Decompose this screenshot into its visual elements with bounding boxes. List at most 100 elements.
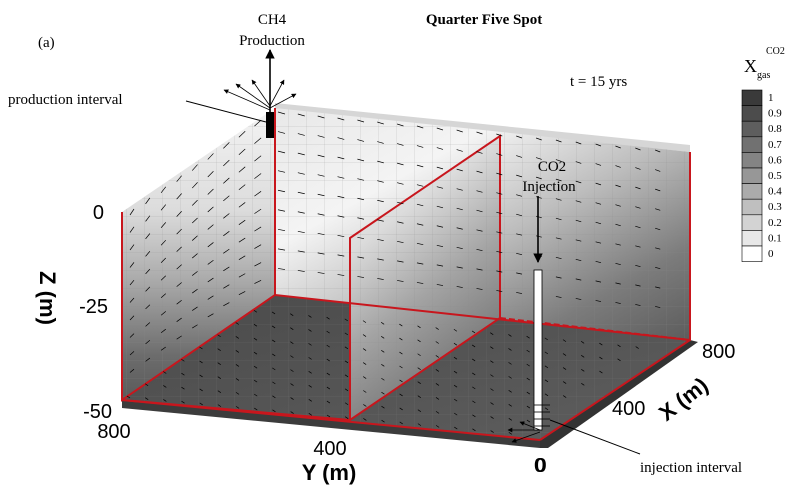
velocity-arrow [496,133,503,137]
velocity-arrow [145,233,151,240]
velocity-arrow [635,346,639,349]
velocity-arrow [129,297,135,303]
velocity-arrow [272,367,276,371]
velocity-arrow [575,239,582,242]
velocity-arrow [635,264,641,268]
velocity-arrow [254,262,262,267]
velocity-arrow [476,268,483,271]
velocity-arrow [160,293,167,299]
velocity-arrow [496,250,503,254]
velocity-arrow [297,172,305,175]
velocity-arrow [192,271,198,276]
velocity-arrow [271,339,276,343]
velocity-arrow [381,336,385,339]
velocity-arrow [635,245,641,248]
velocity-arrow [277,248,286,251]
velocity-arrow [192,324,198,329]
velocity-arrow [357,276,365,278]
legend-tick-label: 0.4 [768,186,782,198]
velocity-arrow [580,341,585,344]
velocity-arrow [399,407,403,411]
injection-interval-label: injection interval [640,460,742,476]
velocity-arrow [207,188,214,195]
injection-interval-ticks [534,404,550,427]
velocity-arrow [377,219,384,222]
velocity-arrow [377,238,384,242]
velocity-arrow [254,393,258,397]
velocity-arrow [595,143,602,147]
velocity-arrow [277,150,286,154]
velocity-arrow [235,392,240,395]
velocity-arrow [253,337,258,341]
velocity-arrow [217,376,221,379]
legend-swatch [741,198,763,216]
velocity-arrow [508,348,512,351]
velocity-arrow [476,190,483,193]
velocity-arrow [436,284,444,286]
velocity-arrow [238,237,246,243]
velocity-arrow [176,317,182,322]
velocity-arrow [490,346,494,349]
velocity-arrow [308,399,312,402]
velocity-arrow [655,266,661,270]
velocity-arrow [516,135,523,139]
production-title-line1: CH4 [258,12,287,28]
velocity-arrow [297,152,305,156]
legend-tick-label: 0.9 [768,108,782,120]
velocity-arrow [337,117,345,121]
legend-label-sup: CO2 [766,46,785,57]
velocity-arrow [416,223,424,226]
legend-label-sub: gas [757,70,770,81]
velocity-arrow [377,160,384,164]
velocity-arrow [397,260,404,263]
velocity-arrow [357,217,365,220]
velocity-arrow [436,264,444,267]
legend-swatch [741,89,763,106]
velocity-arrow [472,400,476,404]
velocity-arrow [555,159,562,162]
velocity-arrow [290,383,294,386]
velocity-arrow [253,379,258,383]
velocity-arrow [508,376,512,379]
velocity-arrow [207,242,214,248]
velocity-arrow [417,409,422,412]
velocity-arrow [254,155,262,162]
velocity-arrow [635,304,641,306]
velocity-arrow [207,295,214,300]
velocity-arrow [344,416,349,420]
velocity-arrow [397,162,404,166]
velocity-arrow [129,208,135,216]
velocity-arrow [326,386,331,390]
velocity-arrow [516,233,523,236]
velocity-arrow [290,411,294,414]
velocity-arrow [508,431,513,435]
velocity-arrow [337,254,345,257]
velocity-arrow [192,306,198,311]
velocity-arrow [253,351,258,355]
velocity-arrow [435,397,440,400]
velocity-arrow [277,170,286,173]
injection-title-line2: Injection [522,179,576,195]
velocity-arrow [145,251,151,257]
velocity-arrow [238,291,246,296]
velocity-arrow [308,315,312,318]
velocity-arrow [223,195,230,202]
velocity-arrow [272,409,276,413]
velocity-arrow [235,378,240,381]
velocity-arrow [144,383,149,387]
velocity-arrow [223,159,230,167]
velocity-arrow [317,135,325,138]
velocity-arrow [535,137,542,141]
velocity-arrow [516,252,523,256]
velocity-arrow [397,280,404,282]
velocity-arrow [516,155,523,158]
velocity-arrow [290,355,294,358]
velocity-arrow [575,180,582,184]
velocity-arrow [381,350,385,353]
x-tick-400: 400 [612,398,645,420]
velocity-arrow [129,244,135,251]
x-tick-800: 800 [702,341,735,363]
velocity-arrow [399,323,403,327]
velocity-arrow [655,247,661,250]
velocity-arrow [254,119,262,127]
